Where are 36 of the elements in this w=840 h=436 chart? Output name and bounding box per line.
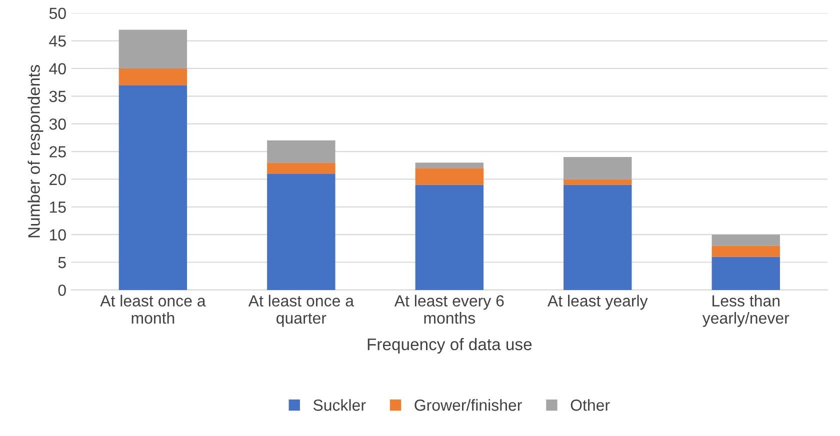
x-tick-label: At least yearly: [548, 294, 648, 310]
bar: [415, 168, 484, 185]
bar: [267, 140, 336, 163]
bar: [267, 162, 336, 174]
y-tick-label: 15: [50, 202, 66, 213]
y-tick-label: 30: [49, 118, 66, 130]
y-tick-label: 25: [50, 146, 66, 158]
bar: [564, 179, 632, 185]
x-tick-label: At least once a month: [100, 294, 206, 324]
y-tick-label: 20: [50, 174, 66, 186]
bar: [564, 184, 632, 290]
bar: [118, 68, 188, 86]
y-tick-label: 0: [58, 284, 66, 296]
y-axis-title: Number of respondents: [28, 65, 44, 238]
bar: [267, 174, 336, 290]
legend-label: Other: [570, 399, 610, 411]
bar: [564, 157, 632, 180]
y-tick-label: 50: [49, 8, 66, 20]
x-tick-label: Less than yearly/never: [702, 294, 790, 327]
y-tick-label: 5: [58, 257, 66, 268]
bar: [415, 184, 484, 290]
x-axis-title: Frequency of data use: [368, 338, 532, 354]
y-tick-label: 35: [49, 90, 66, 102]
bar: [712, 234, 780, 246]
legend-label: Grower/finisher: [414, 399, 522, 411]
bar: [118, 85, 188, 290]
legend-label: Suckler: [313, 399, 366, 411]
bar: [415, 162, 484, 168]
bar: [118, 30, 188, 68]
y-tick-label: 40: [49, 63, 66, 74]
x-tick-label: At least every 6 months: [394, 294, 504, 324]
y-tick-label: 45: [49, 36, 66, 47]
bar: [712, 256, 780, 290]
x-tick-label: At least once a quarter: [248, 294, 354, 327]
y-tick-label: 10: [50, 229, 66, 241]
bar: [712, 246, 780, 257]
